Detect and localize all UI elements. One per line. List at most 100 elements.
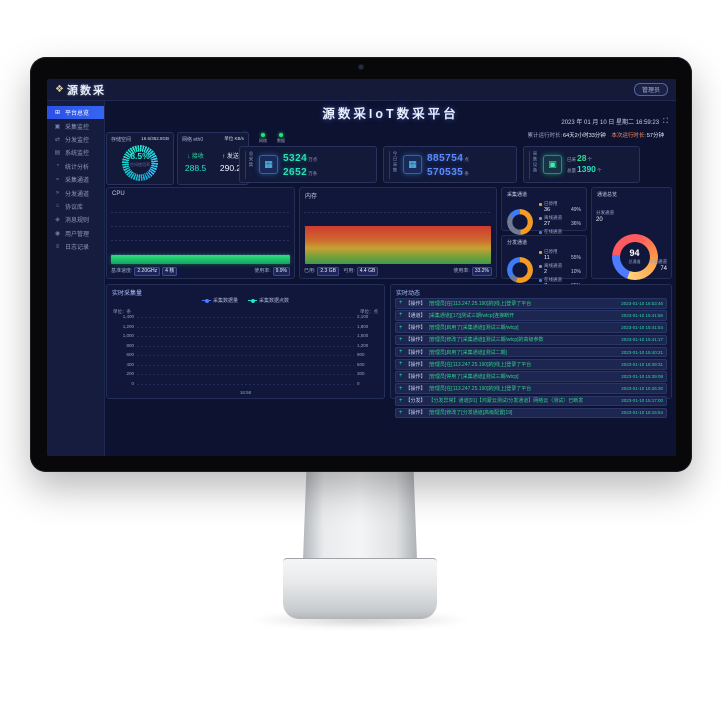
expand-plus-icon[interactable]: + <box>399 336 403 343</box>
status-dot-label: 数据 <box>277 138 285 143</box>
expand-plus-icon[interactable]: + <box>399 373 403 380</box>
legend-label: 在线通道 <box>544 277 562 282</box>
activity-row[interactable]: + 【操作】 [管理员]启用了[采集通道][测试三期/wtcp] 2023-01-10… <box>395 322 667 333</box>
cpu-usage-chart <box>111 255 290 264</box>
activity-row[interactable]: + 【操作】 [管理员]停用了[采集通道][测试三期/wtcp] 2023-01-10… <box>395 371 667 382</box>
network-send-value: 290.2 <box>219 163 242 173</box>
chart-legend-item[interactable]: 采集数据量 <box>201 297 238 304</box>
today-points-value: 885754 <box>427 152 464 164</box>
sidebar-item-10[interactable]: ◉ 用户管理 <box>47 227 104 240</box>
network-recv-value: 288.5 <box>184 163 207 173</box>
sidebar-item-icon: ⇄ <box>54 136 61 143</box>
sidebar-item-4[interactable]: ▤ 系统监控 <box>47 146 104 159</box>
activity-timestamp: 2023-01-10 15:17:00 <box>621 398 663 404</box>
runtime-session-label: 本次运行时长: <box>611 133 646 139</box>
memory-usage-value: 33.2% <box>471 267 492 276</box>
activity-timestamp: 2023-01-10 15:41:17 <box>621 337 663 343</box>
main-content: 源数采IoT数采平台 2023 年 01 月 10 日 星期二 16:59:23… <box>105 101 676 456</box>
sidebar-item-7[interactable]: » 分发通道 <box>47 186 104 199</box>
network-card: 网络 eth0 单位 KB/s ↓ 接收 288.5 ↑ 发送 290.2 <box>177 132 249 185</box>
sidebar-item-8[interactable]: ⌂ 协议库 <box>47 200 104 213</box>
y-axis-tick-right: 0 <box>357 381 360 386</box>
device-icon: ▣ <box>543 155 562 174</box>
expand-plus-icon[interactable]: + <box>399 385 403 392</box>
gridline: 1,200 1,800 <box>123 324 369 329</box>
storage-card: 存储空间 16.6/352.8GB 8.5% 空间使用率 <box>106 132 174 185</box>
gridline: 800 1,200 <box>126 343 368 348</box>
activity-row[interactable]: + 【操作】 [管理员]在[113.247.25.190]的[线上]登录了平台 202… <box>395 358 667 370</box>
sidebar-item-1[interactable]: ⊞ 平台总览 <box>47 106 104 120</box>
activity-tag: 【操作】 <box>405 373 426 380</box>
memory-usage-label: 使用率: <box>453 268 470 274</box>
activity-row[interactable]: + 【操作】 [管理员]修改了[分发通道]高级配置[19] 2023-01-10 15… <box>395 407 667 419</box>
activity-message: [管理员]在[113.247.25.190]的[线上]登录了平台 <box>428 361 532 368</box>
memory-avail-value: 4.4 GB <box>356 267 379 276</box>
sidebar-item-6[interactable]: ≈ 采集通道 <box>47 173 104 186</box>
y-axis-tick-right: 1,200 <box>357 342 369 348</box>
activity-row[interactable]: + 【通道】 [采集通道][17][测试三期/wtcp]连接断开 2023-01-10… <box>395 310 667 321</box>
sidebar-item-label: 平台总览 <box>65 111 90 118</box>
dispatch-channel-title: 分发通道 <box>507 240 528 246</box>
legend-color-icon <box>539 278 542 282</box>
y-axis-tick-left: 200 <box>126 371 134 377</box>
legend-color-icon <box>539 216 542 220</box>
network-title: 网络 eth0 <box>182 137 204 143</box>
sidebar-item-9[interactable]: ◈ 消息规则 <box>47 213 104 226</box>
overview-total-value: 94 <box>629 248 640 258</box>
overview-total-label: 总通道 <box>628 259 641 264</box>
legend-color-icon <box>539 230 542 234</box>
storage-sub-label: 空间使用率 <box>130 162 150 167</box>
overview-dispatch-value: 20 <box>596 217 603 223</box>
cpu-usage-label: 使用率: <box>254 268 271 274</box>
devices-label: 采集设备 <box>529 150 538 179</box>
memory-avail-label: 可用: <box>343 268 355 274</box>
sidebar-item-label: 协议库 <box>65 204 84 211</box>
sidebar-item-5[interactable]: ◔ 统计分析 <box>47 160 104 173</box>
activity-row[interactable]: + 【分发】 【分发异常】通道[91]【鸿蒙云测试/分发通道】网络云（测试）已断发 2… <box>395 395 667 407</box>
expand-plus-icon[interactable]: + <box>399 361 403 368</box>
expand-plus-icon[interactable]: + <box>399 324 403 331</box>
database-icon: ▦ <box>259 155 278 174</box>
legend-percent: 10% <box>570 269 581 275</box>
activity-row[interactable]: + 【操作】 [管理员]启用了[采集通道][测试二期] 2023-01-10 15:4… <box>395 346 667 358</box>
sidebar-item-icon: ◉ <box>54 230 61 237</box>
devices-card: 采集设备 ▣ 已采28个 总量1390个 <box>523 146 640 183</box>
channel-overview-title: 通道总览 <box>597 192 618 198</box>
activity-timestamp: 2023-01-10 15:41:56 <box>621 312 663 318</box>
runtime-summary: 累计运行时长:64天2小时33分钟 本次运行时长:57分钟 <box>527 131 668 139</box>
collect-channel-title: 采集通道 <box>507 192 528 198</box>
fullscreen-icon[interactable]: ⛶ <box>663 117 668 125</box>
activity-row[interactable]: + 【操作】 [管理员]在[113.247.25.190]的[线上]登录了平台 202… <box>395 298 667 309</box>
page-title: 源数采IoT数采平台 <box>322 107 459 121</box>
chart-legend-label: 采集数据量 <box>212 298 238 304</box>
activity-row[interactable]: + 【操作】 [管理员]修改了[采集通道][测试三期/wtcp]的高级参数 2023-… <box>395 334 667 346</box>
today-database-icon: ▦ <box>403 155 422 174</box>
sidebar-item-3[interactable]: ⇄ 分发监控 <box>47 133 104 146</box>
expand-plus-icon[interactable]: + <box>399 397 403 404</box>
sidebar-item-2[interactable]: ▣ 采集监控 <box>47 119 104 132</box>
chart-legend-item[interactable]: 采集数据点数 <box>248 297 289 304</box>
legend-value: 36 <box>544 207 551 213</box>
y-axis-tick-right: 1,500 <box>357 333 369 339</box>
activity-message: [管理员]在[113.247.25.190]的[线上]登录了平台 <box>428 300 532 307</box>
sidebar-item-11[interactable]: ≡ 日志记录 <box>47 240 104 253</box>
y-axis-tick-right: 1,800 <box>357 323 369 329</box>
legend-percent: 36% <box>570 221 581 227</box>
runtime-total-label: 累计运行时长: <box>527 133 563 139</box>
sidebar-item-icon: » <box>55 190 60 197</box>
monitor-stand-neck <box>303 470 417 560</box>
expand-plus-icon[interactable]: + <box>399 349 403 356</box>
expand-plus-icon[interactable]: + <box>399 409 403 416</box>
activity-timestamp: 2023-01-10 15:39:08 <box>621 373 663 379</box>
activity-row[interactable]: + 【操作】 [管理员]在[113.247.25.190]的[线上]登录了平台 202… <box>395 383 667 394</box>
expand-plus-icon[interactable]: + <box>399 300 403 307</box>
legend-percent: 55% <box>570 255 581 261</box>
cpu-cores-value: 4 核 <box>162 267 178 276</box>
chart-legend: 采集数据量 采集数据点数 <box>107 297 384 304</box>
gridline: 400 600 <box>126 362 364 367</box>
y-axis-tick-right: 2,100 <box>357 314 369 319</box>
y-axis-tick-left: 0 <box>131 381 134 386</box>
expand-plus-icon[interactable]: + <box>399 312 403 319</box>
admin-button[interactable]: 管理员 <box>633 83 668 96</box>
today-records-unit: 条 <box>464 170 469 176</box>
